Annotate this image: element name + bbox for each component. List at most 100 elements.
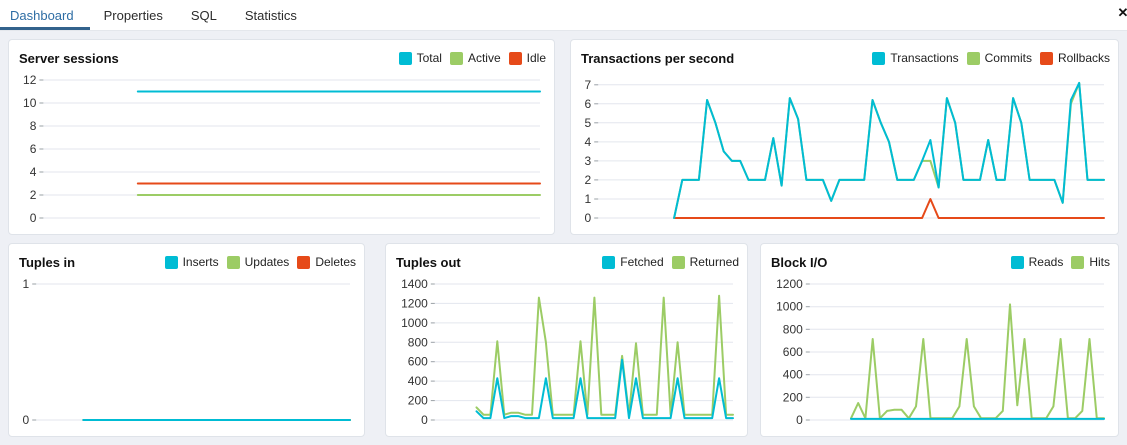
block-io-chart: 0 200 400 600 800 1000 1200 [776,277,1105,427]
tab-properties[interactable]: Properties [103,7,163,23]
legend-swatch-icon [449,51,463,65]
legend-swatch-icon [671,255,685,269]
legend-swatch-icon [966,51,980,65]
legend-item: Rollbacks [1039,51,1110,65]
svg-text:1200: 1200 [401,296,428,310]
svg-text:6: 6 [30,142,37,156]
svg-text:800: 800 [783,322,803,336]
svg-text:1000: 1000 [401,316,428,330]
svg-text:1400: 1400 [401,277,428,291]
svg-text:1: 1 [585,192,592,206]
svg-text:10: 10 [23,96,37,110]
legend-item: Commits [966,51,1032,65]
legend-item: Inserts [164,255,219,269]
tuples-out-panel: Tuples out Fetched Returned 0 200 400 600 800… [385,243,748,437]
svg-text:7: 7 [585,78,592,92]
svg-text:400: 400 [783,368,803,382]
svg-text:4: 4 [585,135,592,149]
chart-legend: Inserts Updates Deletes [157,255,356,269]
tuples-in-chart: 01 [23,277,351,427]
chart-legend: Total Active Idle [391,51,546,65]
svg-text:8: 8 [30,119,37,133]
legend-item: Fetched [602,255,664,269]
tab-statistics[interactable]: Statistics [244,7,297,23]
legend-item: Total [398,51,442,65]
legend-item: Transactions [872,51,959,65]
svg-text:2: 2 [30,188,37,202]
legend-label: Hits [1089,255,1110,269]
legend-swatch-icon [164,255,178,269]
server-sessions-panel: Server sessions Total Active Idle 0 2 4 6 8 10 1… [8,39,555,235]
chart-legend: Reads Hits [1003,255,1110,269]
legend-label: Fetched [620,255,664,269]
panel-header: Server sessions Total Active Idle [17,46,546,70]
legend-label: Transactions [890,51,959,65]
legend-label: Total [416,51,442,65]
dashboard-content: Server sessions Total Active Idle 0 2 4 6 8 10 1… [0,31,1127,437]
legend-label: Commits [984,51,1032,65]
legend-item: Active [449,51,501,65]
legend-label: Updates [244,255,290,269]
svg-text:0: 0 [23,413,30,427]
block-io-panel: Block I/O Reads Hits 0 200 400 600 800 1000 120… [760,243,1119,437]
legend-label: Rollbacks [1057,51,1110,65]
legend-item: Reads [1010,255,1064,269]
svg-text:6: 6 [585,97,592,111]
svg-text:400: 400 [408,374,428,388]
transactions-per-second-panel: Transactions per second Transactions Comm… [570,39,1119,235]
panel-title: Transactions per second [581,50,735,66]
legend-swatch-icon [1071,255,1085,269]
svg-text:1000: 1000 [776,300,803,314]
svg-text:0: 0 [30,211,37,225]
svg-text:600: 600 [783,345,803,359]
legend-label: Inserts [182,255,219,269]
legend-label: Reads [1028,255,1064,269]
tuples-out-chart: 0 200 400 600 800 1000 1200 1400 [401,277,734,427]
tab-bar: Dashboard Properties SQL Statistics ✕ [0,0,1127,31]
legend-item: Updates [226,255,290,269]
svg-text:0: 0 [421,413,428,427]
svg-text:800: 800 [408,335,428,349]
panel-header: Transactions per second Transactions Comm… [579,46,1110,70]
svg-text:0: 0 [796,413,803,427]
svg-text:1: 1 [23,277,30,291]
legend-swatch-icon [297,255,311,269]
legend-swatch-icon [872,51,886,65]
legend-label: Deletes [315,255,356,269]
svg-text:3: 3 [585,154,592,168]
svg-text:12: 12 [23,73,37,87]
legend-label: Active [467,51,501,65]
svg-text:600: 600 [408,355,428,369]
close-icon[interactable]: ✕ [1117,5,1127,20]
svg-text:5: 5 [585,116,592,130]
panel-title: Server sessions [19,50,119,66]
panel-title: Block I/O [771,254,828,270]
panel-title: Tuples out [396,254,461,270]
svg-text:200: 200 [408,394,428,408]
panel-title: Tuples in [19,254,76,270]
chart-legend: Fetched Returned [594,255,739,269]
charts-row-top: Server sessions Total Active Idle 0 2 4 6 8 10 1… [8,39,1119,235]
transactions-per-second-chart: 0 1 2 3 4 5 6 7 [585,78,1105,225]
legend-label: Idle [526,51,546,65]
legend-swatch-icon [398,51,412,65]
tab-dashboard[interactable]: Dashboard [0,0,90,30]
svg-text:4: 4 [30,165,37,179]
panel-header: Block I/O Reads Hits [769,250,1110,274]
legend-swatch-icon [508,51,522,65]
legend-swatch-icon [602,255,616,269]
legend-label: Returned [689,255,739,269]
svg-text:1200: 1200 [776,277,803,291]
legend-swatch-icon [226,255,240,269]
svg-text:200: 200 [783,390,803,404]
legend-item: Hits [1071,255,1110,269]
panel-header: Tuples in Inserts Updates Deletes [17,250,356,274]
panel-header: Tuples out Fetched Returned [394,250,739,274]
server-sessions-chart: 0 2 4 6 8 10 12 [23,73,541,225]
legend-item: Deletes [297,255,356,269]
legend-item: Idle [508,51,546,65]
svg-text:0: 0 [585,211,592,225]
tab-sql[interactable]: SQL [190,7,217,23]
